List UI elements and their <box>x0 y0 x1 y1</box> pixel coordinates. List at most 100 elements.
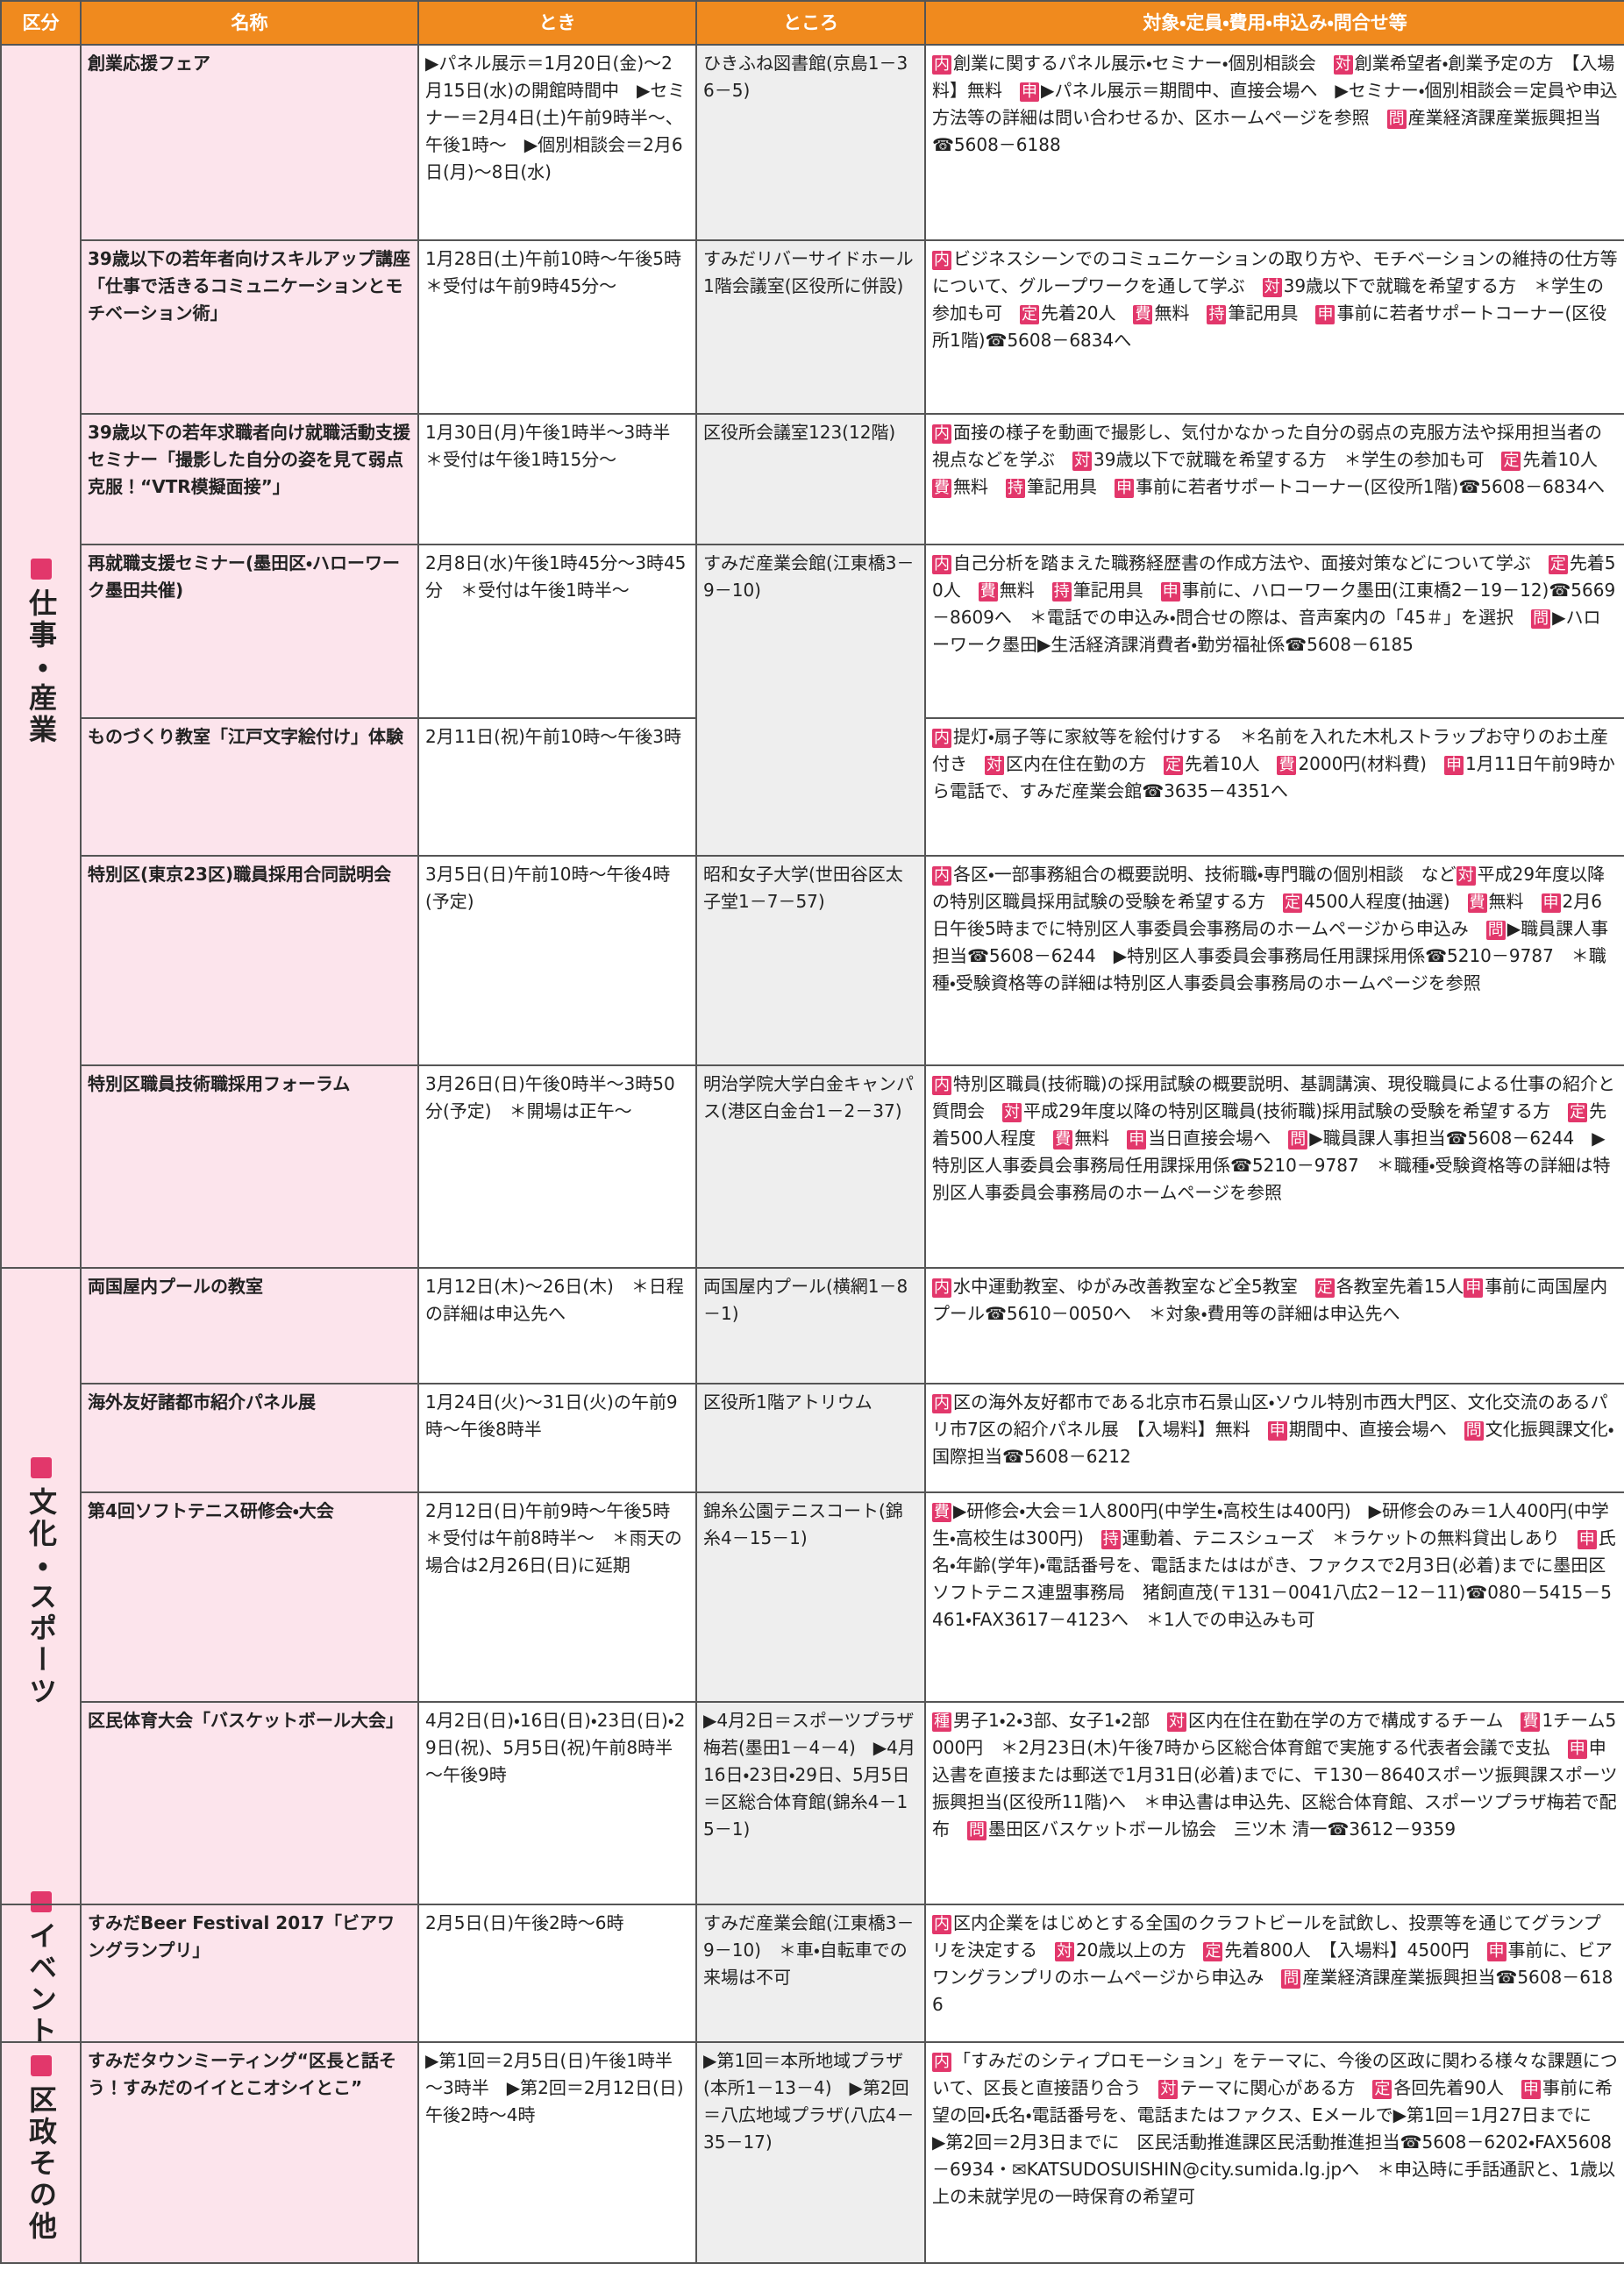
detail-text: ▶研修会・大会＝1人800円(中学生・高校生は400円) ▶研修会のみ＝1人40… <box>932 1500 1609 1548</box>
event-where: すみだ産業会館(江東橋3－9－10) ＊車・自転車での来場は不可 <box>695 1904 926 2043</box>
table-row: 再就職支援セミナー(墨田区・ハローワーク墨田共催) 2月8日(水)午後1時45分～… <box>1 544 1624 857</box>
event-details: 内特別区職員(技術職)の採用試験の概要説明、基調講演、現役職員による仕事の紹介と… <box>924 1064 1624 1269</box>
event-name: 創業応援フェア <box>80 44 419 241</box>
event-when: 3月5日(日)午前10時～午後4時(予定) <box>417 855 697 1066</box>
event-name: 39歳以下の若年求職者向け就職活動支援セミナー「撮影した自分の姿を見て弱点克服！… <box>80 413 419 545</box>
detail-text: ビジネスシーンでのコミュニケーションの取り方や、モチベーションの維持の仕方等につ… <box>932 248 1618 296</box>
section-label: 区政その他 <box>25 2084 58 2243</box>
detail-tag: 内 <box>932 729 951 748</box>
event-when: 3月26日(日)午後0時半～3時50分(予定) ＊開場は正午～ <box>417 1064 697 1269</box>
table-row: 39歳以下の若年者向けスキルアップ講座「仕事で活きるコミュニケーションとモチベー… <box>1 239 1624 415</box>
detail-text: 2月6日午後5時までに特別区人事委員会事務局のホームページから申込み <box>932 891 1602 939</box>
section-label: 仕事・産業 <box>25 588 58 746</box>
detail-text: 氏名・年齢(学年)・電話番号を、電話またははがき、ファクスで2月3日(必着)まで… <box>932 1527 1616 1630</box>
detail-tag: 問 <box>967 1821 987 1840</box>
header-row: 区分 名称 とき ところ 対象・定員・費用・申込み・問合せ等 <box>0 0 1624 46</box>
section-icon <box>30 1891 52 1912</box>
detail-text: 先着800人 【入場料】4500円 <box>1224 1940 1487 1961</box>
event-details: 種男子1・2・3部、女子1・2部 対区内在住在勤在学の方で構成するチーム 費 1チ… <box>924 1701 1624 1905</box>
detail-tag: 対 <box>1333 55 1353 75</box>
detail-text: 筆記用具 <box>1027 476 1115 497</box>
header-cell: ところ <box>695 0 926 46</box>
detail-tag: 定 <box>1203 1942 1223 1961</box>
detail-tag: 内 <box>932 1278 951 1298</box>
section-cell: イベント <box>0 1891 82 2047</box>
detail-tag: 種 <box>932 1712 951 1732</box>
detail-tag: 内 <box>932 424 951 444</box>
detail-tag: 申 <box>1486 1942 1506 1961</box>
event-details: 内区の海外友好都市である北京市石景山区・ソウル特別市西大門区、文化交流のあるパリ… <box>924 1383 1624 1493</box>
detail-tag: 定 <box>1020 305 1039 324</box>
detail-text: 事前に若者サポートコーナー(区役所1階)☎5608－6834へ <box>1136 476 1606 497</box>
detail-text: 区の海外友好都市である北京市石景山区・ソウル特別市西大門区、文化交流のあるパリ市… <box>932 1392 1608 1440</box>
event-when: 1月30日(月)午後1時半～3時半 ＊受付は午後1時15分～ <box>417 413 697 545</box>
detail-text: 筆記用具 <box>1072 580 1161 601</box>
event-where: 区役所1階アトリウム <box>695 1383 926 1493</box>
detail-text: テーマに関心がある方 <box>1179 2077 1373 2098</box>
table-row: 区民体育大会「バスケットボール大会」 4月2日(日)・16日(日)・23日(日)・… <box>1 1701 1624 1905</box>
event-details: 内提灯・扇子等に家紋等を絵付けする ＊名前を入れた木札ストラップお守りのお土産付… <box>924 717 1624 857</box>
event-name: 特別区職員技術職採用フォーラム <box>80 1064 419 1269</box>
event-details: 内各区・一部事務組合の概要説明、技術職・専門職の個別相談 など対平成29年度以降… <box>924 855 1624 1066</box>
event-details: 内面接の様子を動画で撮影し、気付かなかった自分の弱点の克服方法や採用担当者の視点… <box>924 413 1624 545</box>
event-details: 内水中運動教室、ゆがみ改善教室など全5教室 定各教室先着15人申事前に両国屋内プ… <box>924 1267 1624 1384</box>
table-row: ものづくり教室「江戸文字絵付け」体験 2月11日(祝)午前10時～午後3時 内提灯・… <box>1 717 1624 857</box>
detail-tag: 問 <box>1386 110 1407 129</box>
event-where: 両国屋内プール(横網1－8－1) <box>695 1267 926 1384</box>
table-row: 特別区職員技術職採用フォーラム 3月26日(日)午後0時半～3時50分(予定) ＊… <box>1 1064 1624 1269</box>
event-where: すみだ産業会館(江東橋3－9－10) <box>695 544 926 857</box>
detail-tag: 問 <box>1288 1130 1308 1150</box>
table-row: 第4回ソフトテニス研修会・大会 2月12日(日)午前9時～午後5時 ＊受付は午前8… <box>1 1491 1624 1703</box>
event-where: ▶4月2日＝スポーツプラザ梅若(墨田1－4－4) ▶4月16日・23日・29日、… <box>695 1701 926 1905</box>
detail-text: 自己分析を踏まえた職務経歴書の作成方法や、面接対策などについて学ぶ <box>953 552 1549 573</box>
detail-tag: 内 <box>932 555 951 574</box>
detail-text: ▶職員課人事担当☎5608－6244 ▶特別区人事委員会事務局任用課採用係☎52… <box>932 918 1609 993</box>
event-where: すみだリバーサイドホール1階会議室(区役所に併設) <box>695 239 926 415</box>
table-row: 仕事・産業 創業応援フェア ▶パネル展示＝1月20日(金)～2月15日(水)の開館時… <box>0 44 1624 1269</box>
event-name: ものづくり教室「江戸文字絵付け」体験 <box>80 717 419 857</box>
detail-text: 区内企業をはじめとする全国のクラフトビールを試飲し、投票等を通じてグランプリを決… <box>932 1912 1601 1961</box>
detail-text: 20歳以上の方 <box>1076 1940 1204 1961</box>
event-where: 明治学院大学白金キャンパス(港区白金台1－2－37) <box>695 1064 926 1269</box>
event-when: 2月12日(日)午前9時～午後5時 ＊受付は午前8時半～ ＊雨天の場合は2月26… <box>417 1491 697 1703</box>
detail-text: 無料 <box>999 580 1052 601</box>
detail-tag: 定 <box>1164 756 1183 775</box>
detail-text: 産業経済課産業振興担当☎5608－6186 <box>932 1967 1613 2015</box>
detail-tag: 費 <box>1133 305 1153 324</box>
detail-text: 提灯・扇子等に家紋等を絵付けする ＊名前を入れた木札ストラップお守りのお土産付き <box>932 726 1608 774</box>
detail-text: 事前に希望の回・氏名・電話番号を、電話またはファクス、Eメールで▶第1回＝1月2… <box>932 2077 1616 2207</box>
detail-tag: 対 <box>1456 866 1476 886</box>
detail-tag: 定 <box>1372 2080 1393 2099</box>
event-where: 昭和女子大学(世田谷区太子堂1－7－57) <box>695 855 926 1066</box>
detail-tag: 申 <box>1020 82 1039 102</box>
detail-text: 当日直接会場へ <box>1148 1128 1289 1149</box>
table-row: イベント すみだBeer Festival 2017「ビアワングランプリ」 2月5日… <box>0 1891 1624 2047</box>
detail-tag: 申 <box>1115 479 1134 498</box>
event-when: 1月28日(土)午前10時～午後5時 ＊受付は午前9時45分～ <box>417 239 699 415</box>
detail-text: 事前に、ハローワーク墨田(江東橋2－19－12)☎5669－8609へ ＊電話で… <box>932 580 1616 628</box>
detail-text: 先着10人 <box>1522 449 1615 470</box>
event-where: ひきふね図書館(京島1－36－5) <box>695 44 926 241</box>
section-icon <box>30 559 52 580</box>
detail-tag: 対 <box>1167 1712 1187 1732</box>
detail-tag: 対 <box>1158 2080 1179 2099</box>
event-name: 39歳以下の若年者向けスキルアップ講座「仕事で活きるコミュニケーションとモチベー… <box>80 239 419 415</box>
detail-tag: 費 <box>1053 1130 1073 1150</box>
detail-tag: 申 <box>1443 756 1464 775</box>
detail-tag: 内 <box>932 1076 951 1095</box>
section-label: 文化・スポーツ <box>25 1486 58 1708</box>
detail-tag: 内 <box>932 1915 951 1934</box>
table-body: 仕事・産業 創業応援フェア ▶パネル展示＝1月20日(金)～2月15日(水)の開館時… <box>0 44 1624 2264</box>
event-when: ▶第1回＝2月5日(日)午後1時半～3時半 ▶第2回＝2月12日(日)午後2時～… <box>417 2041 697 2264</box>
detail-text: 各教室先着15人 <box>1336 1276 1464 1297</box>
section-cell: 仕事・産業 <box>0 44 82 1269</box>
detail-tag: 申 <box>1127 1130 1147 1150</box>
detail-text: 男子1・2・3部、女子1・2部 <box>953 1710 1168 1731</box>
event-name: すみだBeer Festival 2017「ビアワングランプリ」 <box>80 1904 419 2043</box>
event-when: 2月11日(祝)午前10時～午後3時 <box>417 717 697 857</box>
detail-text: 区内在住在勤の方 <box>1006 753 1164 774</box>
detail-text: 創業希望者・創業予定の方 【入場料】無料 <box>932 53 1615 101</box>
event-name: 海外友好諸都市紹介パネル展 <box>80 1383 419 1493</box>
table-row: 区政その他 すみだタウンミーティング“区長と話そう！すみだのイイとこオシイとこ” ▶… <box>0 2041 1624 2264</box>
